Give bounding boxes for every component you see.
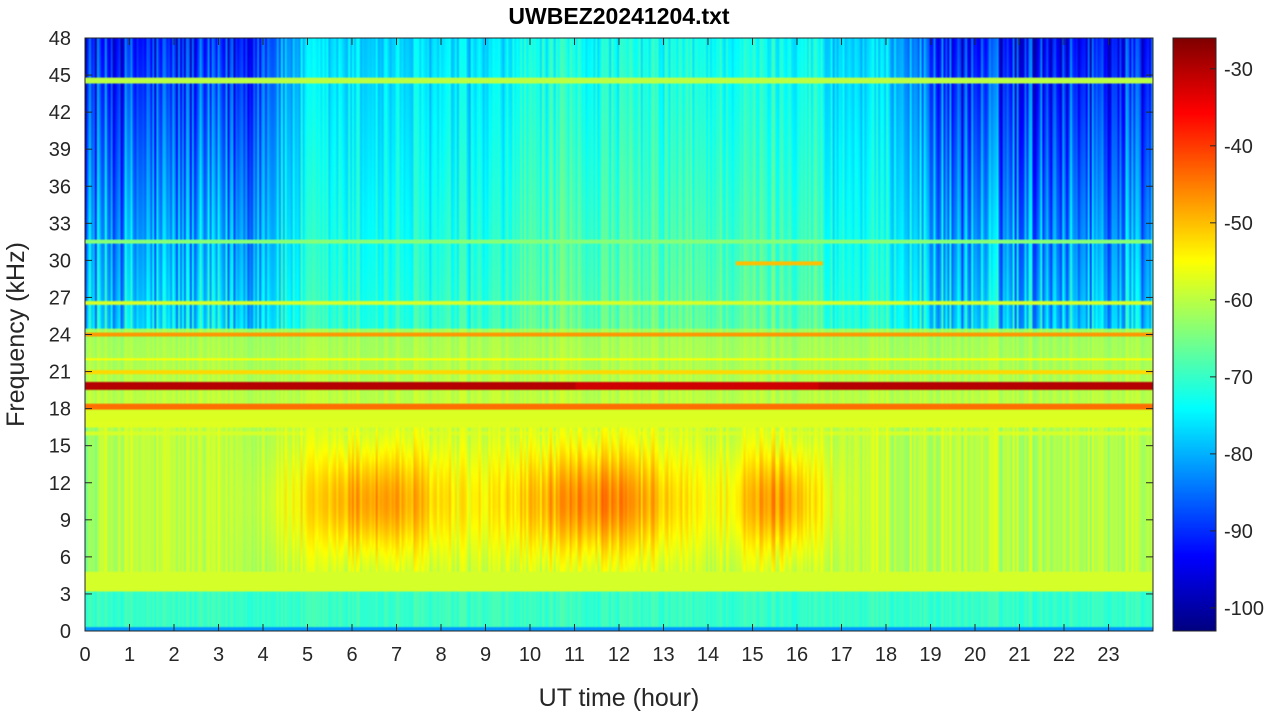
x-tick-label: 21 [1008, 644, 1030, 666]
x-tick-label: 16 [786, 644, 808, 666]
y-tick-label: 39 [49, 139, 71, 161]
x-tick-label: 14 [697, 644, 719, 666]
x-tick-label: 0 [79, 644, 90, 666]
x-tick-label: 10 [519, 644, 541, 666]
x-tick-label: 17 [830, 644, 852, 666]
colorbar [1173, 38, 1216, 631]
y-tick-label: 42 [49, 102, 71, 124]
y-tick-label: 0 [60, 621, 71, 643]
x-tick-label: 15 [741, 644, 763, 666]
x-tick-label: 12 [608, 644, 630, 666]
colorbar-tick-label: -40 [1224, 136, 1253, 158]
x-tick-label: 9 [480, 644, 491, 666]
x-tick-label: 13 [652, 644, 674, 666]
y-tick-label: 21 [49, 362, 71, 384]
y-tick-label: 18 [49, 399, 71, 421]
x-tick-label: 3 [213, 644, 224, 666]
y-tick-label: 33 [49, 213, 71, 235]
chart-title: UWBEZ20241204.txt [508, 3, 729, 29]
y-tick-label: 36 [49, 176, 71, 198]
y-tick-label: 45 [49, 65, 71, 87]
colorbar-tick-label: -100 [1224, 598, 1264, 620]
y-tick-label: 9 [60, 510, 71, 532]
x-tick-label: 19 [919, 644, 941, 666]
x-tick-label: 6 [346, 644, 357, 666]
colorbar-tick-label: -80 [1224, 444, 1253, 466]
y-tick-label: 27 [49, 287, 71, 309]
y-tick-label: 6 [60, 547, 71, 569]
y-axis-label: Frequency (kHz) [2, 242, 30, 427]
y-tick-label: 15 [49, 436, 71, 458]
y-tick-label: 30 [49, 250, 71, 272]
x-tick-label: 22 [1053, 644, 1075, 666]
colorbar-tick-label: -30 [1224, 59, 1253, 81]
x-tick-label: 20 [964, 644, 986, 666]
x-tick-label: 2 [168, 644, 179, 666]
y-tick-label: 24 [49, 325, 71, 347]
colorbar-axis: -30 -40 -50 -60 -70 -80 -90 -100 [1210, 59, 1264, 620]
x-tick-label: 11 [564, 644, 585, 666]
colorbar-tick-label: -90 [1224, 521, 1253, 543]
y-tick-label: 12 [49, 473, 71, 495]
x-tick-label: 4 [257, 644, 268, 666]
colorbar-tick-label: -60 [1224, 290, 1253, 312]
x-tick-label: 1 [124, 644, 135, 666]
colorbar-tick-label: -50 [1224, 213, 1253, 235]
x-tick-label: 18 [875, 644, 897, 666]
x-axis-label: UT time (hour) [539, 684, 700, 712]
x-axis: 0 1 2 3 4 5 6 7 8 9 10 11 12 13 14 15 16 17 18 19 20 21 22 23 [79, 38, 1120, 666]
x-tick-label: 5 [302, 644, 313, 666]
colorbar-frame [1172, 37, 1217, 632]
x-tick-label: 23 [1097, 644, 1119, 666]
y-tick-label: 3 [60, 584, 71, 606]
y-tick-label: 48 [49, 28, 71, 50]
spectrogram-heatmap [85, 38, 1153, 631]
x-tick-label: 7 [391, 644, 402, 666]
colorbar-tick-label: -70 [1224, 367, 1253, 389]
x-tick-label: 8 [435, 644, 446, 666]
